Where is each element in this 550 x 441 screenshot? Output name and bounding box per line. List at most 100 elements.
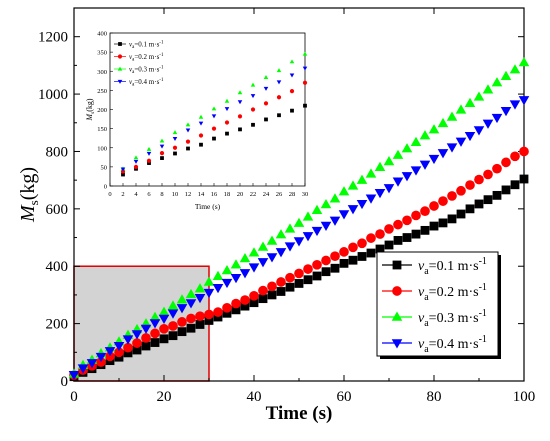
data-point (519, 146, 529, 157)
data-point (465, 180, 475, 190)
inset-x-tick-label: 10 (172, 191, 179, 198)
data-point (429, 201, 439, 211)
inset-x-axis-label: Time (s) (195, 202, 221, 211)
data-point (411, 210, 421, 221)
data-point (203, 276, 215, 286)
data-point (267, 281, 277, 292)
data-point (267, 290, 277, 300)
inset-data-point (276, 95, 282, 100)
data-point (230, 273, 242, 284)
data-point (357, 252, 367, 261)
data-point (240, 301, 250, 311)
data-point (446, 143, 458, 153)
data-point (330, 263, 340, 273)
inset-x-tick-label: 22 (250, 191, 257, 198)
data-point (510, 151, 520, 162)
data-point (473, 126, 485, 136)
data-point (248, 247, 260, 257)
data-point (465, 204, 475, 214)
data-point (186, 323, 196, 333)
data-point (258, 294, 268, 304)
inset-x-tick-label: 20 (237, 191, 244, 198)
data-point (284, 242, 296, 252)
inset-data-point (172, 130, 178, 135)
inset-data-point (224, 120, 230, 125)
data-point (258, 285, 268, 296)
data-point (275, 248, 287, 258)
data-point (411, 229, 421, 239)
x-tick-label: 60 (337, 389, 352, 405)
legend-marker (392, 286, 402, 296)
data-point (420, 225, 430, 235)
series-4 (68, 96, 530, 381)
data-point (401, 143, 413, 153)
series-1 (69, 174, 529, 382)
inset-frame (109, 32, 306, 187)
data-point (509, 100, 521, 110)
x-axis-label: Time (s) (266, 403, 333, 424)
data-point (384, 240, 394, 250)
inset-x-tick-label: 16 (211, 191, 218, 198)
data-point (104, 347, 116, 357)
inset-data-point (147, 161, 151, 165)
inset-data-point (224, 98, 230, 103)
data-point (401, 172, 413, 182)
data-point (231, 298, 241, 309)
data-point (222, 302, 232, 313)
y-tick-label: 0 (61, 374, 69, 390)
data-point (266, 235, 278, 245)
data-point (375, 244, 385, 254)
inset-legend-marker (118, 42, 122, 46)
data-point (149, 319, 161, 329)
data-point (392, 177, 404, 187)
data-point (447, 214, 457, 224)
inset-x-tick-label: 18 (224, 191, 231, 198)
data-point (482, 119, 494, 129)
inset-data-point (250, 82, 256, 87)
inset-x-tick-label: 8 (160, 191, 163, 198)
data-point (338, 186, 350, 196)
data-point (195, 311, 205, 321)
data-point (239, 252, 251, 263)
data-point (284, 223, 296, 233)
inset-data-point (302, 51, 308, 56)
inset-series-3 (120, 51, 308, 171)
data-point (248, 263, 260, 273)
data-point (239, 269, 251, 279)
data-point (473, 91, 485, 101)
data-point (203, 288, 215, 299)
data-point (474, 174, 484, 185)
data-point (518, 57, 530, 67)
data-point (482, 84, 494, 94)
data-point (492, 190, 502, 200)
data-point (347, 205, 359, 215)
data-point (294, 279, 304, 288)
y-tick-label: 200 (46, 317, 69, 333)
data-point (393, 236, 403, 245)
data-point (428, 124, 440, 134)
data-point (114, 352, 124, 362)
data-point (150, 328, 160, 339)
legend-marker (391, 339, 403, 349)
data-point (447, 191, 457, 201)
inset-data-point (212, 136, 216, 141)
data-point (356, 199, 368, 210)
data-point (177, 317, 187, 327)
data-point (285, 282, 295, 292)
x-tick-label: 80 (427, 389, 442, 405)
data-point (501, 157, 511, 168)
data-point (131, 330, 143, 340)
data-point (456, 185, 466, 196)
data-point (483, 195, 493, 205)
data-point (212, 284, 224, 294)
legend-label: va=0.1 m·s-1 (418, 256, 487, 277)
inset-data-point (211, 126, 217, 131)
inset-y-tick-label: 0 (104, 184, 107, 191)
inset-data-point (159, 138, 165, 143)
data-point (185, 299, 197, 309)
y-tick-label: 1000 (38, 87, 68, 103)
inset-x-tick-label: 26 (276, 191, 283, 198)
data-point (321, 267, 331, 277)
inset-y-tick-label: 150 (97, 126, 107, 133)
inset-data-point (276, 68, 282, 73)
